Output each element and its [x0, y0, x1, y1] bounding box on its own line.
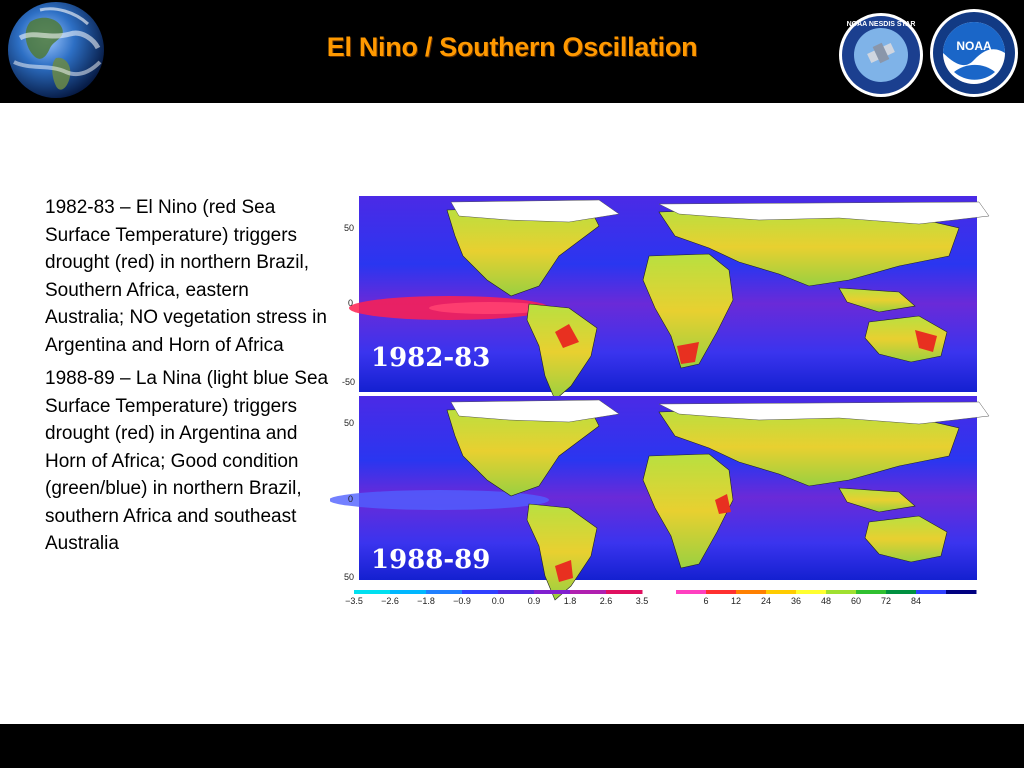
vci-legend-swatch — [736, 590, 767, 594]
vci-legend-swatch — [856, 590, 887, 594]
lat-label-50-bottom-2: 50 — [344, 572, 354, 582]
vegetation-condition-legend: 6 12 24 36 48 60 72 84 — [676, 590, 977, 606]
sst-legend-swatch — [462, 590, 499, 594]
vci-legend-tick: 60 — [851, 596, 861, 606]
lat-label-50-top: 50 — [344, 223, 354, 233]
enso-map-figure: 1982-83 1988-89 50 0 -50 50 0 50 −3.5 −2.… — [330, 196, 990, 606]
noaa-logo-text: NOAA — [956, 39, 992, 53]
lat-label-minus50-top: -50 — [342, 377, 355, 387]
sst-legend-tick: 3.5 — [636, 596, 649, 606]
sst-legend-tick: 1.8 — [564, 596, 577, 606]
sst-legend-tick: −2.6 — [381, 596, 399, 606]
paragraph-el-nino: 1982-83 – El Nino (red Sea Surface Tempe… — [45, 197, 327, 356]
noaa-logo: NOAA — [930, 9, 1018, 97]
map-label-1982-83: 1982-83 — [371, 343, 490, 373]
sst-legend-tick: 0.0 — [492, 596, 505, 606]
sst-anomaly-legend: −3.5 −2.6 −1.8 −0.9 0.0 0.9 1.8 2.6 3.5 — [345, 590, 648, 606]
sst-legend-swatch — [570, 590, 607, 594]
nesdis-logo-text: NOAA NESDIS STAR — [847, 21, 916, 28]
header-bar: El Nino / Southern Oscillation NOAA NESD… — [0, 0, 1024, 103]
sst-legend-swatch — [534, 590, 571, 594]
footer-bar — [0, 724, 1024, 768]
sst-legend-swatch — [498, 590, 535, 594]
description-text: 1982-83 – El Nino (red Sea Surface Tempe… — [45, 194, 330, 564]
nesdis-star-logo: NOAA NESDIS STAR — [839, 13, 923, 97]
lat-label-0-top: 0 — [348, 298, 353, 308]
map-label-1988-89: 1988-89 — [371, 545, 490, 575]
sst-legend-tick: −1.8 — [417, 596, 435, 606]
vci-legend-tick: 84 — [911, 596, 921, 606]
vci-legend-swatch — [676, 590, 707, 594]
vci-legend-tick: 72 — [881, 596, 891, 606]
vci-legend-swatch — [796, 590, 827, 594]
sst-legend-swatch — [606, 590, 643, 594]
vci-legend-swatch — [916, 590, 947, 594]
earth-globe-icon — [8, 2, 104, 98]
lat-label-0-bottom: 0 — [348, 494, 353, 504]
vci-legend-tick: 48 — [821, 596, 831, 606]
vci-legend-swatch — [766, 590, 797, 594]
vci-legend-tick: 6 — [703, 596, 708, 606]
vci-legend-swatch — [706, 590, 737, 594]
page-title: El Nino / Southern Oscillation — [326, 32, 698, 62]
vci-legend-swatch — [886, 590, 917, 594]
sst-legend-swatch — [426, 590, 463, 594]
sst-legend-tick: 0.9 — [528, 596, 541, 606]
paragraph-la-nina: 1988-89 – La Nina (light blue Sea Surfac… — [45, 368, 329, 554]
sst-legend-swatch — [354, 590, 391, 594]
map-1982-83: 1982-83 — [349, 196, 990, 401]
vci-legend-tick: 36 — [791, 596, 801, 606]
sst-legend-tick: −3.5 — [345, 596, 363, 606]
sst-legend-swatch — [390, 590, 427, 594]
vci-legend-tick: 12 — [731, 596, 741, 606]
vci-legend-swatch — [826, 590, 857, 594]
map-1988-89: 1988-89 — [330, 396, 990, 601]
vci-legend-tick: 24 — [761, 596, 771, 606]
lat-label-50-bottom: 50 — [344, 418, 354, 428]
vci-legend-swatch — [946, 590, 977, 594]
sst-legend-tick: 2.6 — [600, 596, 613, 606]
sst-legend-tick: −0.9 — [453, 596, 471, 606]
